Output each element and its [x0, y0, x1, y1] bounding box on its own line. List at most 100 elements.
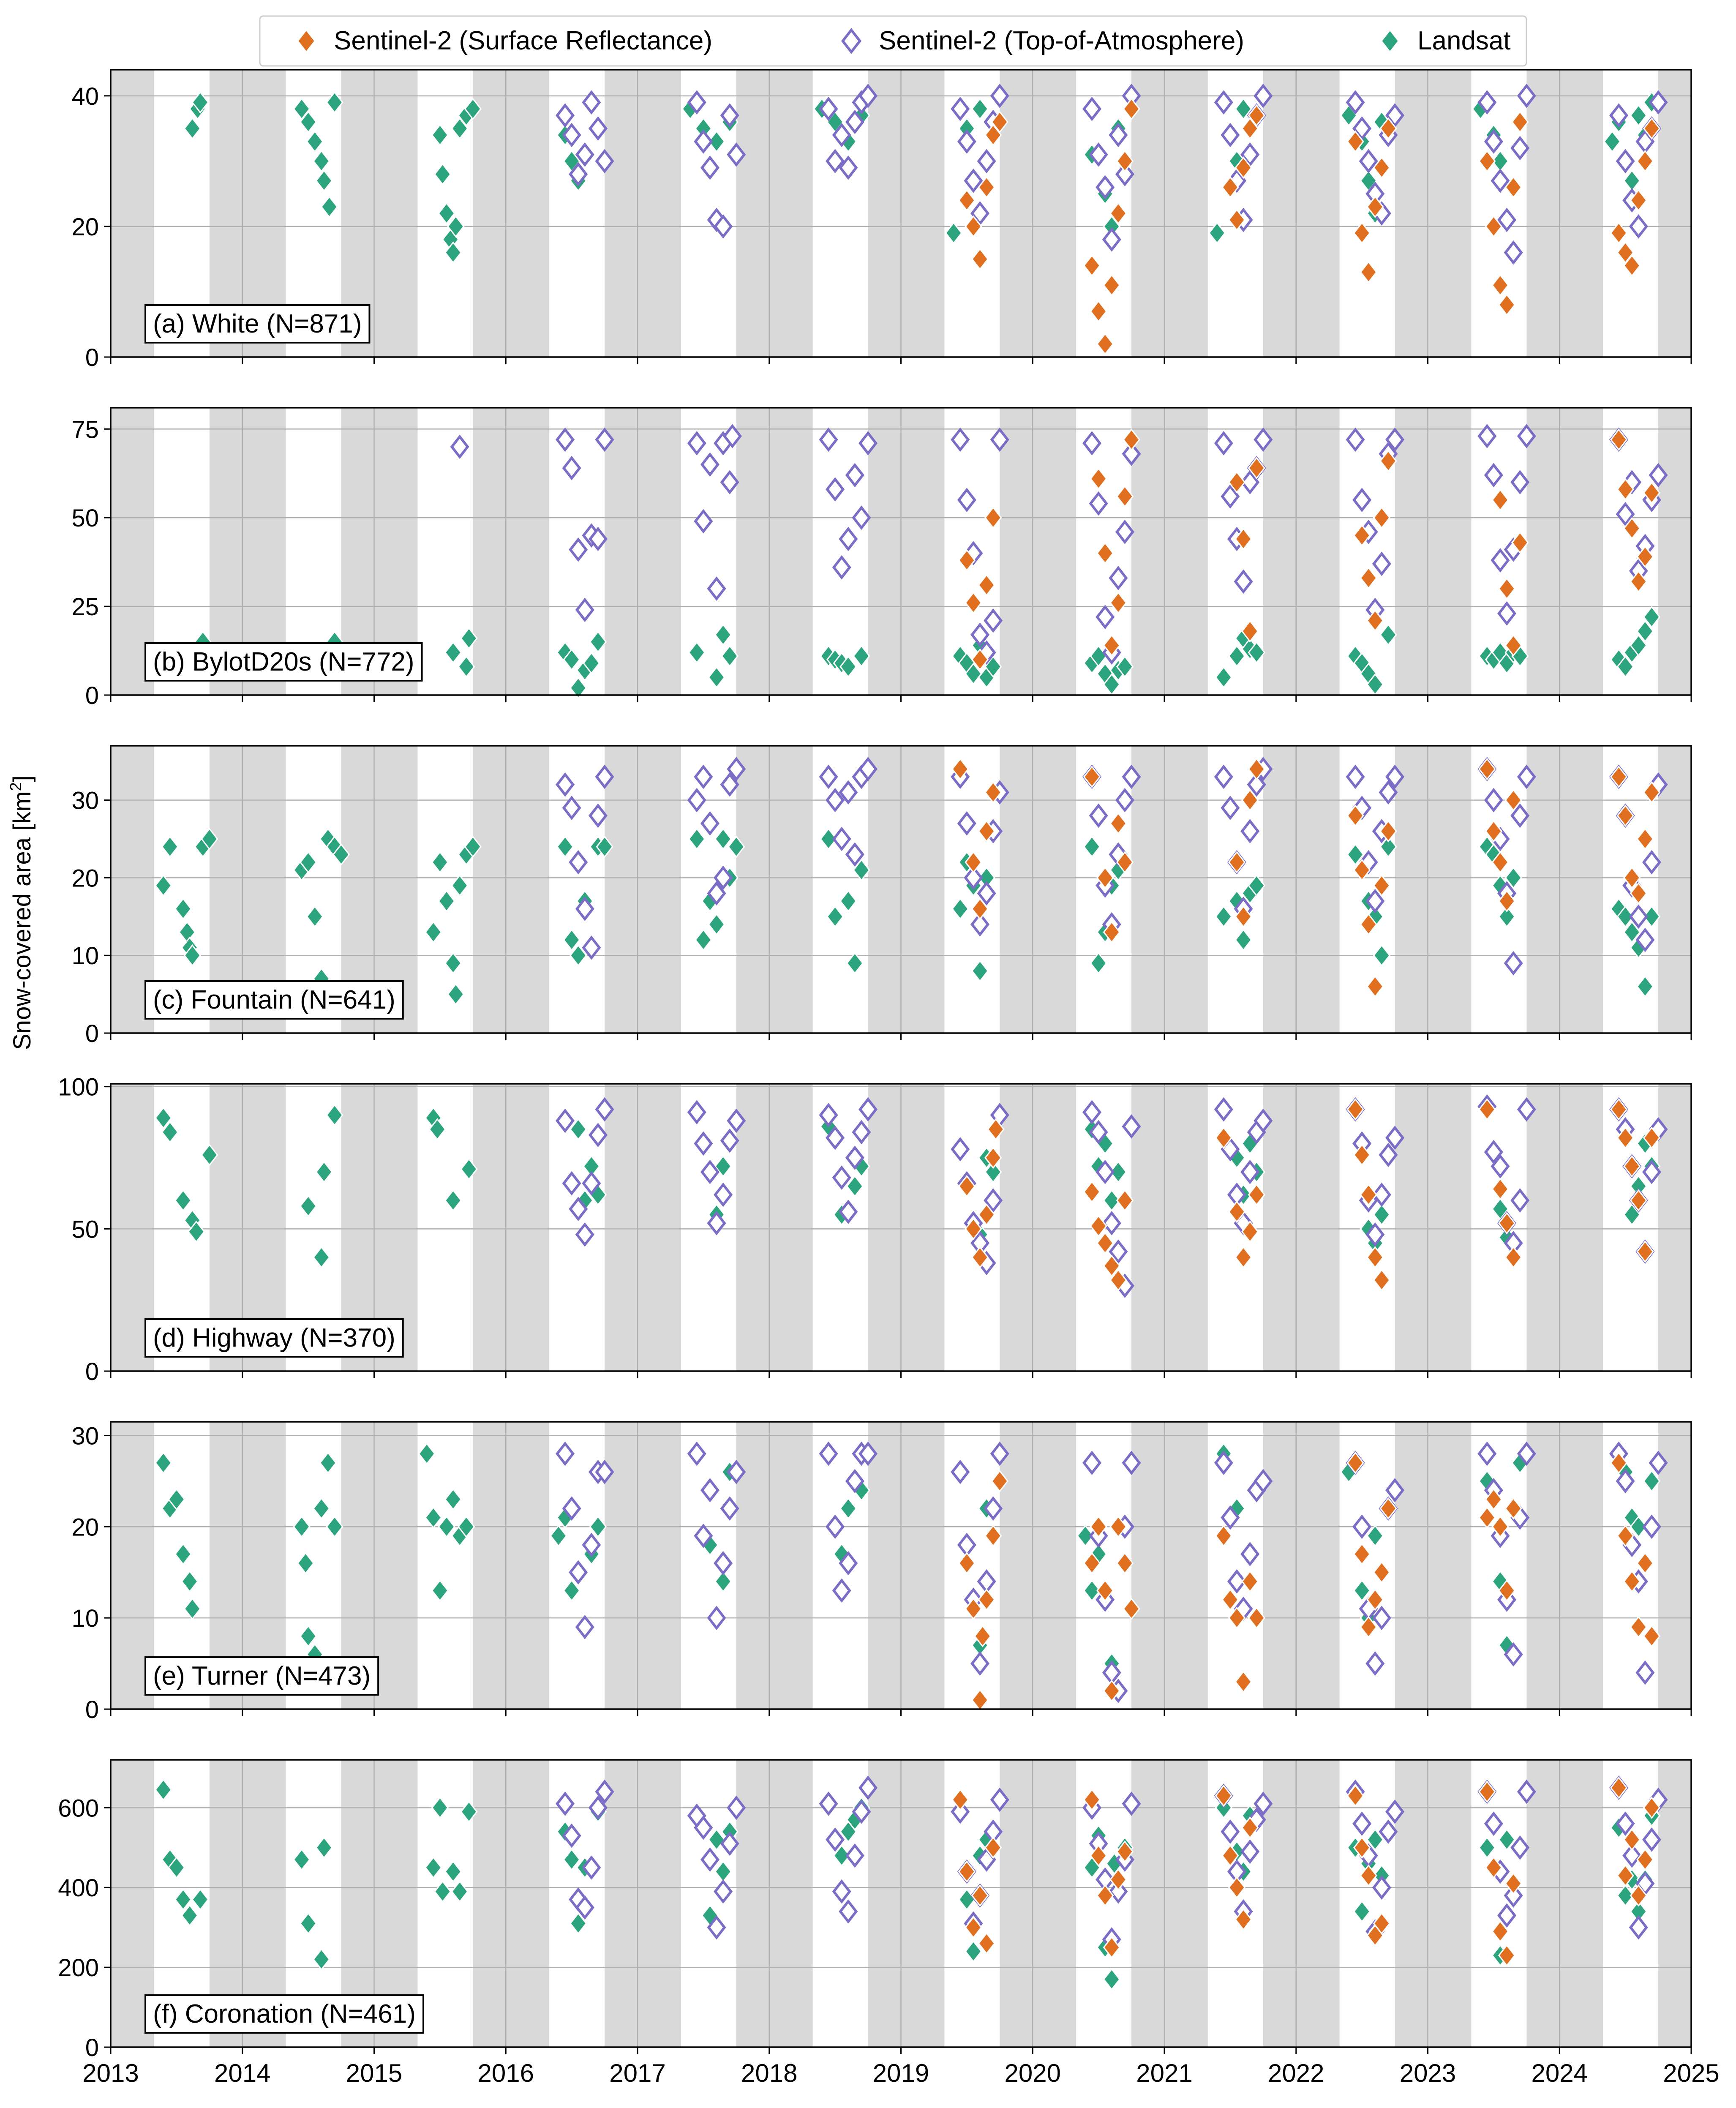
data-point-landsat: [1623, 921, 1641, 944]
data-point-landsat: [714, 1860, 732, 1883]
data-point-toa: [1517, 83, 1536, 108]
data-point-sr: [1123, 1598, 1140, 1620]
data-point-toa: [687, 431, 706, 455]
legend-marker-sr: [297, 29, 316, 53]
panel-frame: [110, 1083, 1692, 1372]
data-point-toa: [687, 1441, 706, 1466]
data-point-sr: [1643, 1625, 1661, 1647]
data-point-sr: [1630, 189, 1647, 212]
data-point-sr: [1228, 209, 1246, 231]
y-tick-label: 600: [58, 1794, 99, 1822]
data-point-landsat: [188, 1220, 205, 1243]
data-point-toa: [1089, 1120, 1108, 1145]
data-point-landsat: [708, 130, 725, 153]
data-point-sr: [1366, 1246, 1384, 1269]
x-tick-label: 2014: [214, 2059, 270, 2087]
data-point-toa: [852, 1799, 871, 1824]
data-point-sr: [1373, 1269, 1391, 1291]
series-sr: [951, 1776, 1661, 1967]
season-band: [1395, 70, 1472, 357]
data-point-landsat: [563, 929, 580, 951]
data-point-toa: [1240, 1839, 1260, 1864]
panel-3: 0 50 100 (d) Highway (N=370): [58, 1074, 1692, 1385]
data-point-toa: [1227, 168, 1246, 193]
data-point-sr: [1616, 478, 1634, 501]
data-point-sr: [978, 574, 995, 597]
data-point-toa: [694, 509, 713, 534]
panel-label-text: (f) Coronation (N=461): [153, 1999, 416, 2029]
data-point-toa: [1102, 1211, 1121, 1235]
data-point-sr: [1228, 471, 1246, 494]
data-point-landsat: [1090, 952, 1107, 975]
data-point-landsat: [1353, 1579, 1371, 1602]
y-tick-label: 40: [71, 83, 99, 110]
data-point-sr: [1215, 1126, 1232, 1149]
data-point-sr: [1366, 1588, 1384, 1611]
data-point-toa: [845, 109, 864, 134]
season-band: [1000, 1422, 1076, 1709]
data-point-toa: [1510, 136, 1530, 161]
data-point-landsat: [714, 1570, 732, 1593]
data-point-landsat: [201, 1143, 218, 1166]
season-band: [1263, 1084, 1340, 1371]
data-point-toa: [1622, 1843, 1642, 1868]
data-point-sr: [1366, 196, 1384, 218]
data-point-toa: [569, 1560, 588, 1585]
data-point-sr: [1366, 975, 1384, 998]
data-point-sr: [1116, 1840, 1134, 1863]
series-toa: [556, 757, 1668, 976]
data-point-landsat: [1636, 975, 1654, 998]
data-point-sr: [1379, 820, 1397, 843]
data-point-sr: [1616, 804, 1634, 827]
season-band: [473, 1084, 550, 1371]
data-point-toa: [1359, 149, 1378, 174]
data-point-toa: [951, 1459, 970, 1484]
data-point-sr: [1485, 820, 1502, 843]
data-point-landsat: [1491, 1197, 1509, 1220]
data-point-toa: [450, 434, 469, 459]
data-point-toa: [819, 1103, 838, 1127]
data-point-sr: [965, 1598, 982, 1620]
data-point-landsat: [1616, 1884, 1634, 1907]
data-point-sr: [1103, 274, 1120, 297]
data-point-landsat: [1208, 221, 1226, 244]
data-point-sr: [1630, 1884, 1647, 1907]
data-point-toa: [687, 90, 706, 115]
season-band: [473, 1760, 550, 2047]
data-point-toa: [1122, 1792, 1141, 1816]
data-point-sr: [1241, 1816, 1259, 1839]
y-tick-label: 50: [71, 1216, 99, 1243]
panel-label: (d) Highway (N=370): [144, 1318, 404, 1358]
data-point-sr: [1360, 1184, 1377, 1206]
data-point-toa: [964, 168, 983, 193]
data-point-landsat: [1353, 1900, 1371, 1923]
data-point-toa: [1240, 1159, 1260, 1184]
data-point-sr: [1235, 1670, 1252, 1693]
data-point-sr: [1643, 781, 1661, 804]
data-point-sr: [1346, 1784, 1364, 1807]
data-point-toa: [1484, 788, 1503, 813]
data-point-toa: [727, 142, 746, 167]
data-point-toa: [687, 788, 706, 813]
data-point-sr: [1491, 851, 1509, 874]
data-point-toa: [1484, 1140, 1503, 1164]
data-point-landsat: [444, 1488, 462, 1511]
data-point-toa: [1254, 83, 1273, 108]
data-point-sr: [1241, 789, 1259, 812]
data-point-sr: [1353, 859, 1371, 881]
data-point-landsat: [1346, 843, 1364, 866]
data-point-toa: [569, 537, 588, 562]
data-point-sr: [1109, 1868, 1127, 1891]
data-point-toa: [1227, 1569, 1246, 1594]
data-point-toa: [1504, 1642, 1523, 1667]
data-point-toa: [1122, 442, 1141, 466]
data-point-landsat: [168, 1488, 185, 1511]
data-point-toa: [556, 427, 575, 452]
data-point-toa: [1109, 566, 1128, 590]
data-point-sr: [1241, 620, 1259, 643]
data-point-landsat: [174, 1189, 192, 1212]
data-point-toa: [1629, 214, 1648, 239]
data-point-sr: [1109, 592, 1127, 614]
data-point-landsat: [319, 1451, 337, 1474]
data-point-landsat: [315, 1836, 333, 1859]
